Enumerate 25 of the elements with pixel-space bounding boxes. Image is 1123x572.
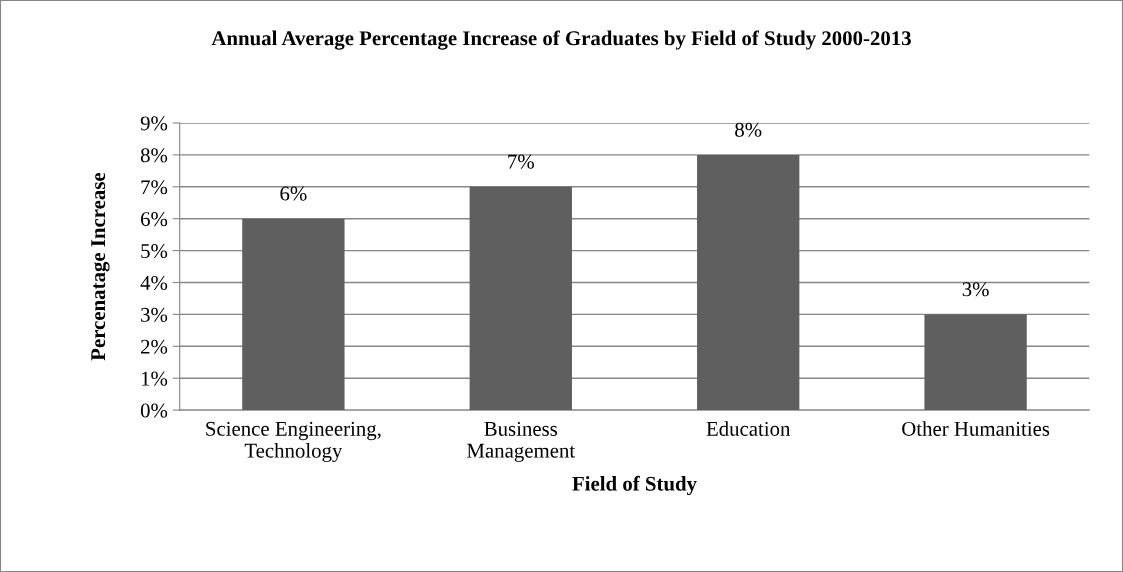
- x-tick-label: Other Humanities: [902, 421, 1050, 436]
- y-tick-label: 5%: [141, 243, 168, 259]
- x-tick-label: Business Management: [467, 421, 576, 462]
- bar: [242, 218, 345, 411]
- y-tick-label: 1%: [141, 371, 168, 386]
- bar: [697, 154, 800, 411]
- data-label: 6%: [280, 186, 307, 201]
- y-tick-label: 3%: [141, 307, 168, 322]
- data-label: 8%: [735, 122, 762, 137]
- chart-title: Annual Average Percentage Increase of Graduates by Field of Study 2000-2013: [211, 30, 911, 50]
- x-axis-title: Field of Study: [572, 475, 697, 496]
- data-label: 3%: [962, 282, 989, 297]
- data-label: 7%: [508, 154, 534, 169]
- y-tick-label: 2%: [141, 339, 168, 354]
- x-tick-label: Science Engineering, Technology: [206, 421, 381, 462]
- x-tick-label: Education: [706, 421, 791, 436]
- y-axis-title: Percenatage Increase: [91, 172, 110, 361]
- y-tick-label: 6%: [141, 212, 168, 227]
- y-tick-label: 7%: [141, 180, 168, 195]
- bar: [924, 314, 1027, 411]
- y-tick-label: 4%: [140, 275, 168, 291]
- y-tick-label: 8%: [140, 148, 168, 163]
- y-tick-label: 0%: [140, 403, 168, 418]
- y-tick-label: 9%: [140, 116, 168, 131]
- bar: [469, 186, 572, 411]
